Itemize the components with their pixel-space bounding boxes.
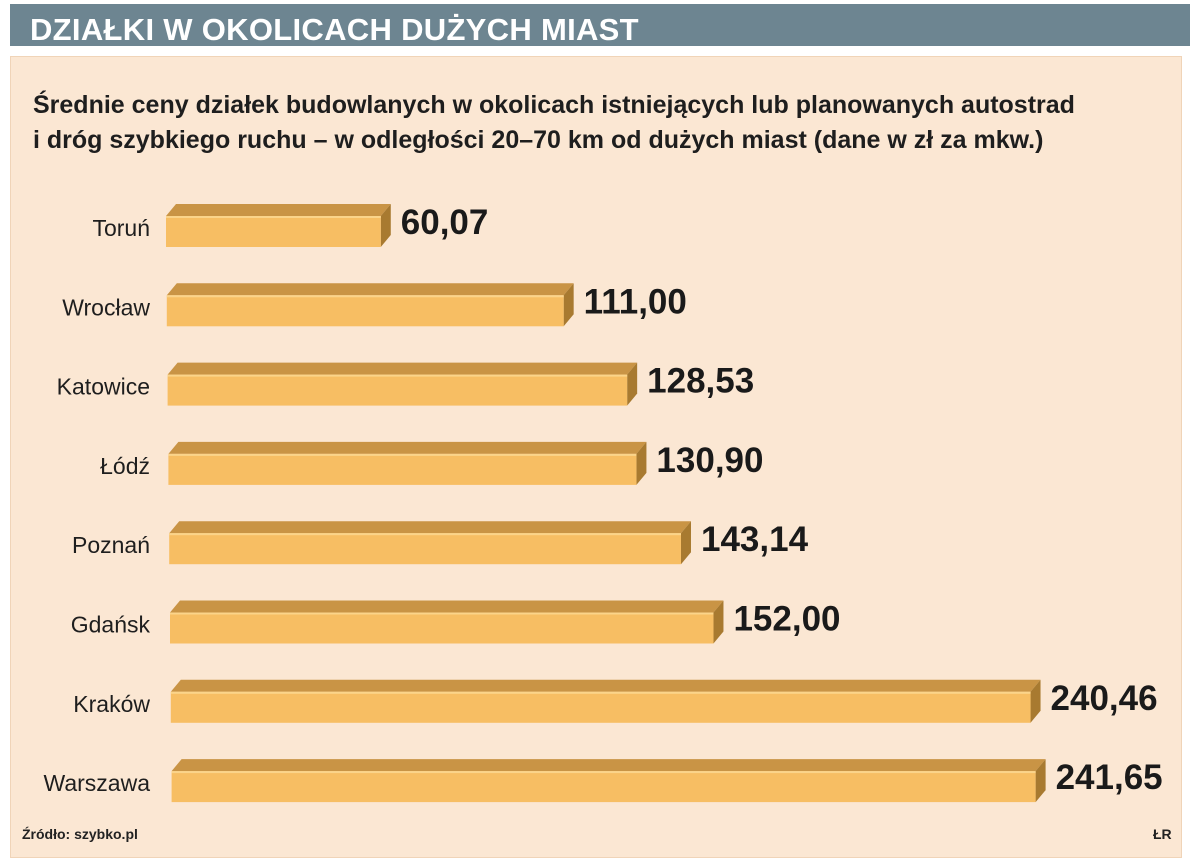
bar-highlight [169,533,681,536]
category-label: Kraków [73,691,150,717]
bar-top-face [170,600,724,613]
bar-top-face [170,679,1041,692]
bar-highlight [170,691,1031,694]
category-label: Łódź [100,453,150,479]
chart-title: DZIAŁKI W OKOLICACH DUŻYCH MIAST [30,12,639,47]
bar [168,453,637,485]
bar [170,612,714,644]
chart-subtitle: Średnie ceny działek budowlanych w okoli… [33,88,1153,158]
bar-top-face [169,521,691,534]
bar-highlight [171,771,1036,774]
category-label: Poznań [72,532,150,558]
category-label: Gdańsk [71,612,151,638]
bar-top-face [167,362,638,375]
source-note: Źródło: szybko.pl [22,826,138,842]
value-label: 130,90 [656,441,763,480]
bar-side-face [627,362,638,406]
bar-side-face [1035,759,1046,803]
bar-side-face [636,441,647,485]
author-credit: ŁR [1153,826,1172,842]
value-label: 60,07 [401,203,489,242]
bar-top-face [171,759,1046,772]
subtitle-line-2: i dróg szybkiego ruchu – w odległości 20… [33,126,1044,154]
category-label: Katowice [57,374,150,400]
bar [170,691,1031,723]
bar-side-face [713,600,724,644]
bar-highlight [167,374,628,377]
value-label: 241,65 [1056,758,1163,797]
bar-side-face [563,283,574,327]
bar-side-face [680,521,691,565]
bar-highlight [166,216,381,218]
value-label: 143,14 [701,520,809,559]
header-bar: DZIAŁKI W OKOLICACH DUŻYCH MIAST [10,4,1190,47]
bar-highlight [166,295,564,298]
bar-top-face [166,204,391,216]
value-label: 240,46 [1051,679,1158,718]
bar-side-face [380,204,391,247]
bar [166,295,564,327]
category-label: Warszawa [44,770,151,796]
bar-side-face [1030,679,1041,723]
bar [166,216,381,247]
category-label: Toruń [92,215,150,241]
value-label: 152,00 [733,600,840,639]
bar [169,533,681,565]
category-label: Wrocław [62,294,150,320]
value-label: 111,00 [584,282,687,321]
bar [167,374,628,406]
value-label: 128,53 [647,362,754,401]
bar-top-face [166,283,574,296]
subtitle-line-1: Średnie ceny działek budowlanych w okoli… [33,91,1075,119]
bar-highlight [170,612,714,615]
bar-highlight [168,453,637,456]
bar [171,771,1036,803]
bar-top-face [168,441,647,454]
